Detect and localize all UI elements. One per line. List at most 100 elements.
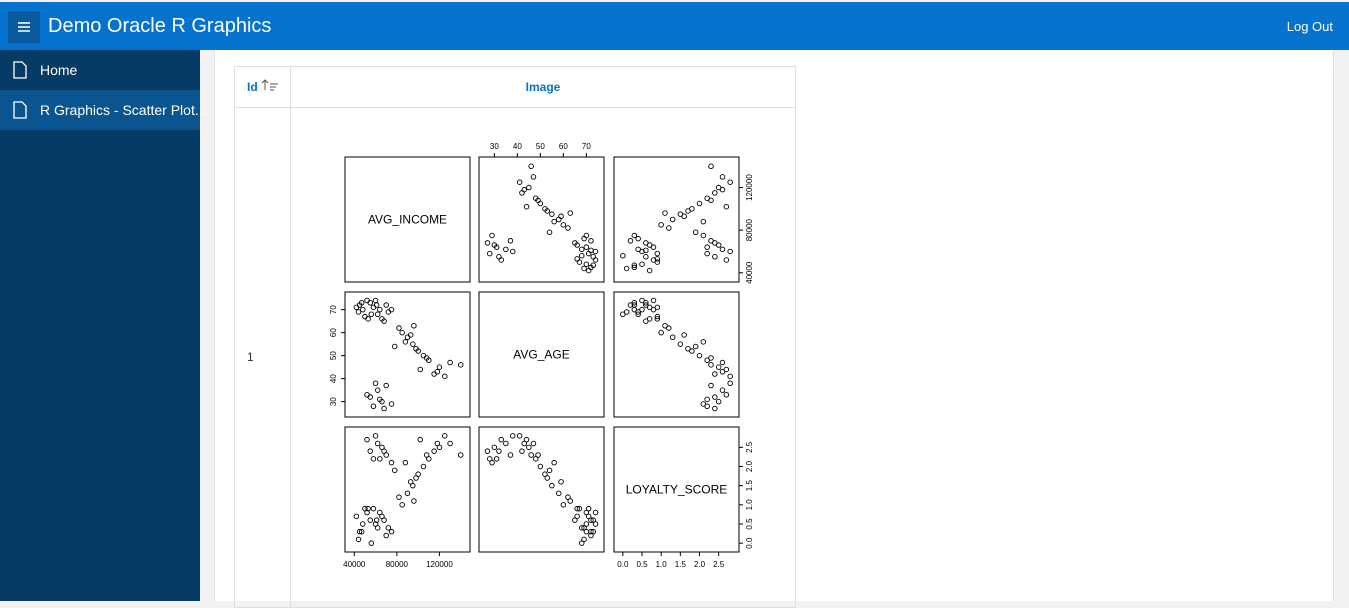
panel (478, 291, 605, 418)
tick-label: 40 (329, 374, 338, 383)
point (385, 309, 392, 315)
point (491, 444, 498, 451)
point (579, 252, 585, 259)
point (407, 332, 414, 338)
point (696, 352, 703, 359)
point (489, 232, 495, 239)
point (576, 505, 583, 512)
point (700, 339, 707, 345)
point (355, 309, 362, 315)
point (486, 250, 493, 257)
variable-label: AVG_INCOME (368, 213, 447, 227)
panel (613, 291, 740, 418)
point (516, 433, 523, 439)
point (374, 440, 381, 447)
point (530, 174, 537, 180)
point (627, 238, 634, 244)
point (666, 325, 672, 331)
point (360, 306, 366, 313)
variable-label: AVG_AGE (513, 348, 569, 362)
point (484, 240, 491, 246)
point (719, 359, 726, 366)
tick-label: 1.5 (675, 560, 687, 569)
point (712, 405, 718, 412)
point (579, 525, 585, 531)
nav-item[interactable]: R Graphics - Scatter Plot... (0, 90, 207, 130)
tick-label: 0.5 (636, 560, 648, 569)
panel (613, 426, 740, 553)
point (650, 244, 657, 250)
point (526, 444, 532, 451)
point (723, 257, 730, 263)
point (727, 248, 733, 255)
panel (344, 426, 471, 553)
point (373, 302, 380, 308)
point (583, 521, 590, 527)
nav-item[interactable]: Home (0, 50, 200, 90)
point (631, 306, 638, 313)
point (413, 345, 419, 352)
tick-label: 0.0 (745, 537, 754, 549)
point (590, 262, 597, 269)
point (383, 382, 389, 389)
panel (478, 426, 605, 553)
point (654, 313, 661, 320)
header-label: Id (247, 80, 258, 94)
point (719, 387, 726, 393)
point (646, 267, 653, 274)
point (583, 232, 590, 239)
point (588, 517, 594, 523)
point (704, 396, 710, 403)
point (654, 316, 661, 322)
point (719, 186, 726, 193)
point (420, 463, 427, 470)
point (579, 246, 585, 253)
tick-label: 0.5 (745, 518, 754, 530)
scatter-matrix: AVG_INCOME AVG_AGE LOYALTY_SCORE 40000 40000… (329, 142, 754, 569)
point (431, 448, 437, 454)
point (411, 498, 417, 504)
variable-label: LOYALTY_SCORE (626, 483, 728, 497)
point (639, 261, 645, 267)
point (654, 259, 661, 265)
tick-label: 1.5 (745, 480, 754, 492)
logout-link[interactable]: Log Out (1286, 19, 1333, 34)
point (374, 311, 381, 317)
point (367, 394, 373, 400)
point (677, 341, 684, 347)
point (572, 517, 578, 523)
point (377, 306, 383, 313)
tick-label: 2.0 (694, 560, 706, 569)
tick-label: 30 (329, 397, 338, 406)
tick-label: 50 (329, 351, 338, 360)
point (719, 174, 726, 180)
point (581, 235, 587, 242)
panel (344, 156, 471, 283)
tick-label: 2.5 (713, 560, 725, 569)
point (493, 456, 500, 462)
point (592, 248, 599, 255)
point (447, 359, 453, 366)
point (643, 302, 649, 308)
sidebar: Home R Graphics - Scatter Plot... (0, 50, 207, 601)
column-header[interactable]: Image (291, 67, 795, 108)
point (356, 528, 363, 535)
point (484, 448, 491, 454)
menu-button[interactable] (8, 11, 40, 43)
point (669, 216, 676, 223)
point (723, 203, 730, 210)
point (528, 452, 534, 458)
point (364, 392, 370, 398)
column-header[interactable]: Id (235, 67, 291, 108)
point (503, 440, 509, 447)
point (381, 405, 387, 412)
point (654, 304, 661, 311)
point (353, 304, 360, 311)
point (704, 244, 710, 250)
point (362, 313, 368, 320)
point (643, 299, 649, 306)
point (708, 382, 714, 389)
point (583, 244, 590, 250)
point (535, 452, 541, 458)
point (549, 211, 555, 217)
